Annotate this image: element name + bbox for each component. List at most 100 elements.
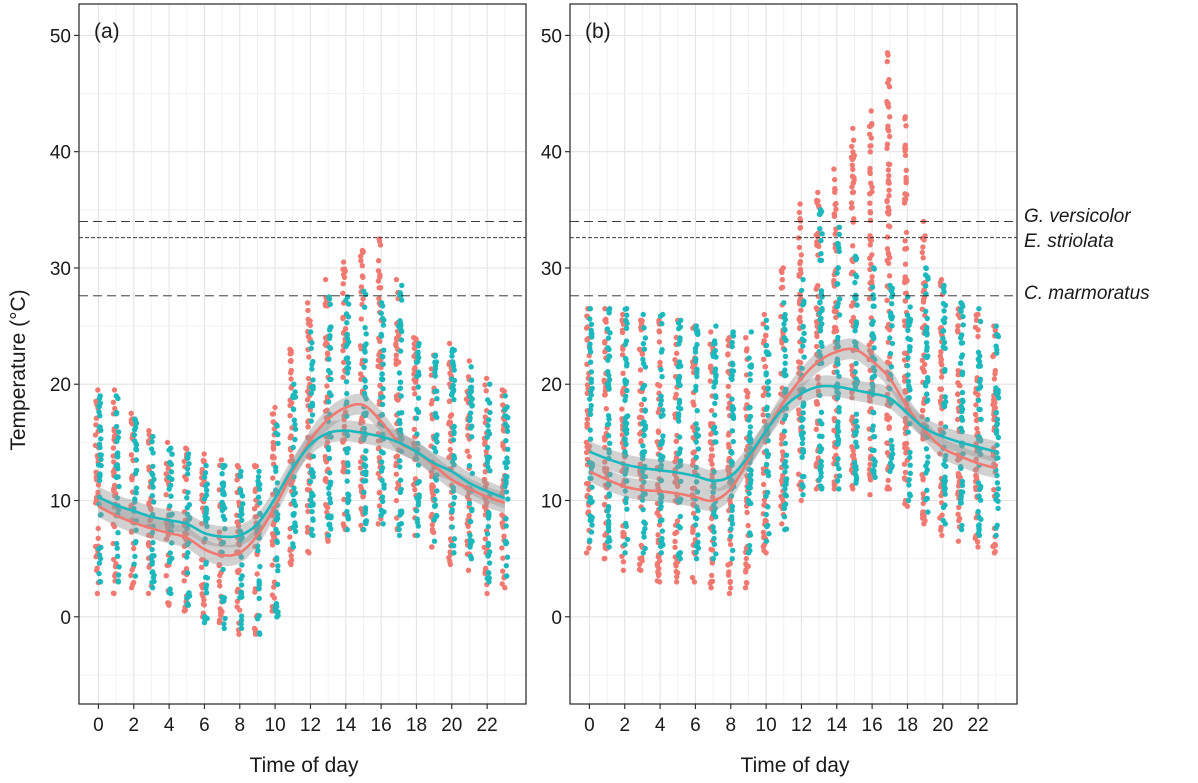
- data-point: [345, 360, 352, 366]
- data-point: [656, 339, 663, 345]
- data-point: [640, 450, 646, 457]
- data-point: [796, 411, 802, 417]
- data-point: [602, 532, 608, 538]
- data-point: [115, 395, 121, 402]
- data-point: [451, 453, 457, 459]
- data-point: [763, 370, 769, 376]
- data-point: [677, 446, 683, 452]
- data-point: [184, 446, 190, 452]
- data-point: [275, 609, 281, 615]
- data-point: [624, 320, 630, 327]
- data-point: [184, 554, 190, 560]
- data-point: [446, 419, 453, 425]
- data-point: [637, 431, 643, 437]
- data-point: [656, 328, 662, 334]
- data-point: [939, 532, 945, 539]
- data-point: [711, 384, 717, 390]
- data-point: [729, 339, 735, 346]
- data-point: [327, 345, 334, 351]
- data-point: [709, 547, 716, 553]
- data-point: [693, 549, 699, 556]
- data-point: [817, 483, 824, 489]
- data-point: [133, 527, 139, 533]
- data-point: [270, 475, 276, 481]
- data-point: [995, 395, 1002, 401]
- data-point: [149, 546, 155, 553]
- data-point: [273, 516, 279, 523]
- data-point: [361, 526, 367, 533]
- data-point: [783, 386, 789, 392]
- data-point: [654, 578, 661, 584]
- data-point: [256, 585, 262, 591]
- data-point: [482, 536, 488, 542]
- data-point: [379, 376, 386, 383]
- data-point: [360, 470, 367, 476]
- data-point: [185, 489, 191, 496]
- data-point: [203, 510, 209, 516]
- data-point: [693, 387, 699, 393]
- data-point: [396, 521, 402, 528]
- data-point: [658, 349, 665, 355]
- data-point: [905, 497, 912, 504]
- data-point: [413, 415, 420, 421]
- confidence-band-2: [589, 375, 996, 492]
- data-point: [340, 347, 346, 354]
- data-point: [451, 367, 457, 373]
- data-point: [943, 399, 949, 405]
- data-point: [468, 553, 474, 560]
- data-point: [746, 417, 752, 423]
- data-point: [850, 155, 857, 161]
- data-point: [903, 440, 910, 447]
- series-2-points: [95, 282, 511, 637]
- data-point: [817, 257, 823, 263]
- data-point: [765, 438, 771, 444]
- data-point: [743, 555, 749, 562]
- data-point: [976, 525, 982, 531]
- data-point: [658, 413, 664, 419]
- data-point: [169, 540, 175, 546]
- data-point: [607, 440, 613, 446]
- data-point: [434, 396, 440, 402]
- data-point: [726, 444, 732, 450]
- data-point: [380, 354, 386, 360]
- data-point: [257, 511, 264, 518]
- data-point: [589, 514, 595, 521]
- data-point: [446, 398, 453, 405]
- data-point: [958, 465, 964, 471]
- data-point: [147, 517, 154, 523]
- data-point: [204, 481, 210, 487]
- data-point: [583, 449, 590, 456]
- data-point: [150, 463, 156, 470]
- data-point: [184, 602, 190, 608]
- data-point: [868, 135, 874, 141]
- data-point: [217, 583, 223, 589]
- data-point: [690, 364, 696, 370]
- data-point: [853, 439, 859, 445]
- data-point: [343, 311, 350, 317]
- data-point: [380, 521, 386, 527]
- data-point: [200, 457, 206, 464]
- data-point: [216, 562, 222, 568]
- data-point: [655, 572, 662, 578]
- y-tick-label: 30: [541, 259, 562, 280]
- data-point: [487, 409, 493, 416]
- data-point: [220, 502, 226, 508]
- data-point: [111, 387, 118, 393]
- data-point: [781, 326, 787, 332]
- data-point: [819, 231, 825, 237]
- data-point: [814, 231, 820, 238]
- data-point: [959, 478, 966, 485]
- data-point: [799, 482, 805, 488]
- data-point: [711, 529, 717, 535]
- data-point: [993, 491, 1000, 497]
- data-point: [484, 434, 490, 440]
- data-point: [782, 482, 788, 489]
- data-point: [937, 426, 943, 433]
- data-point: [725, 562, 731, 568]
- data-point: [619, 432, 625, 438]
- data-point: [358, 258, 364, 264]
- data-point: [797, 201, 803, 207]
- data-point: [973, 472, 979, 479]
- data-point: [907, 470, 913, 476]
